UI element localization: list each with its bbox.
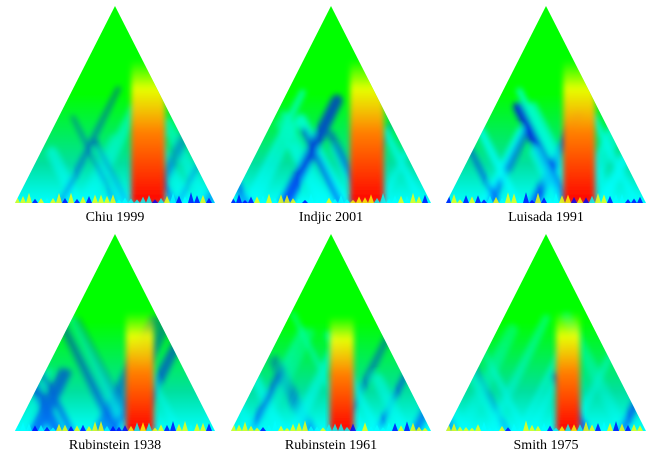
heatmap-smith-1975 <box>446 234 646 431</box>
panel-rubinstein-1961: Rubinstein 1961 <box>231 232 431 456</box>
caption-smith-1975: Smith 1975 <box>513 438 579 453</box>
caption-indjic-2001: Indjic 2001 <box>298 210 364 225</box>
heatmap-chiu-1999 <box>15 6 215 203</box>
caption-rubinstein-1938: Rubinstein 1938 <box>68 438 162 453</box>
caption-chiu-1999: Chiu 1999 <box>85 210 145 225</box>
panel-rubinstein-1938: Rubinstein 1938 <box>15 232 215 456</box>
heatmap-rubinstein-1938 <box>15 234 215 431</box>
panel-smith-1975: Smith 1975 <box>446 232 646 456</box>
panel-indjic-2001: Indjic 2001 <box>231 4 431 228</box>
heatmap-luisada-1991 <box>446 6 646 203</box>
panel-chiu-1999: Chiu 1999 <box>15 4 215 228</box>
caption-rubinstein-1961: Rubinstein 1961 <box>284 438 378 453</box>
panel-luisada-1991: Luisada 1991 <box>446 4 646 228</box>
heatmap-rubinstein-1961 <box>231 234 431 431</box>
caption-luisada-1991: Luisada 1991 <box>508 210 584 225</box>
heatmap-indjic-2001 <box>231 6 431 203</box>
